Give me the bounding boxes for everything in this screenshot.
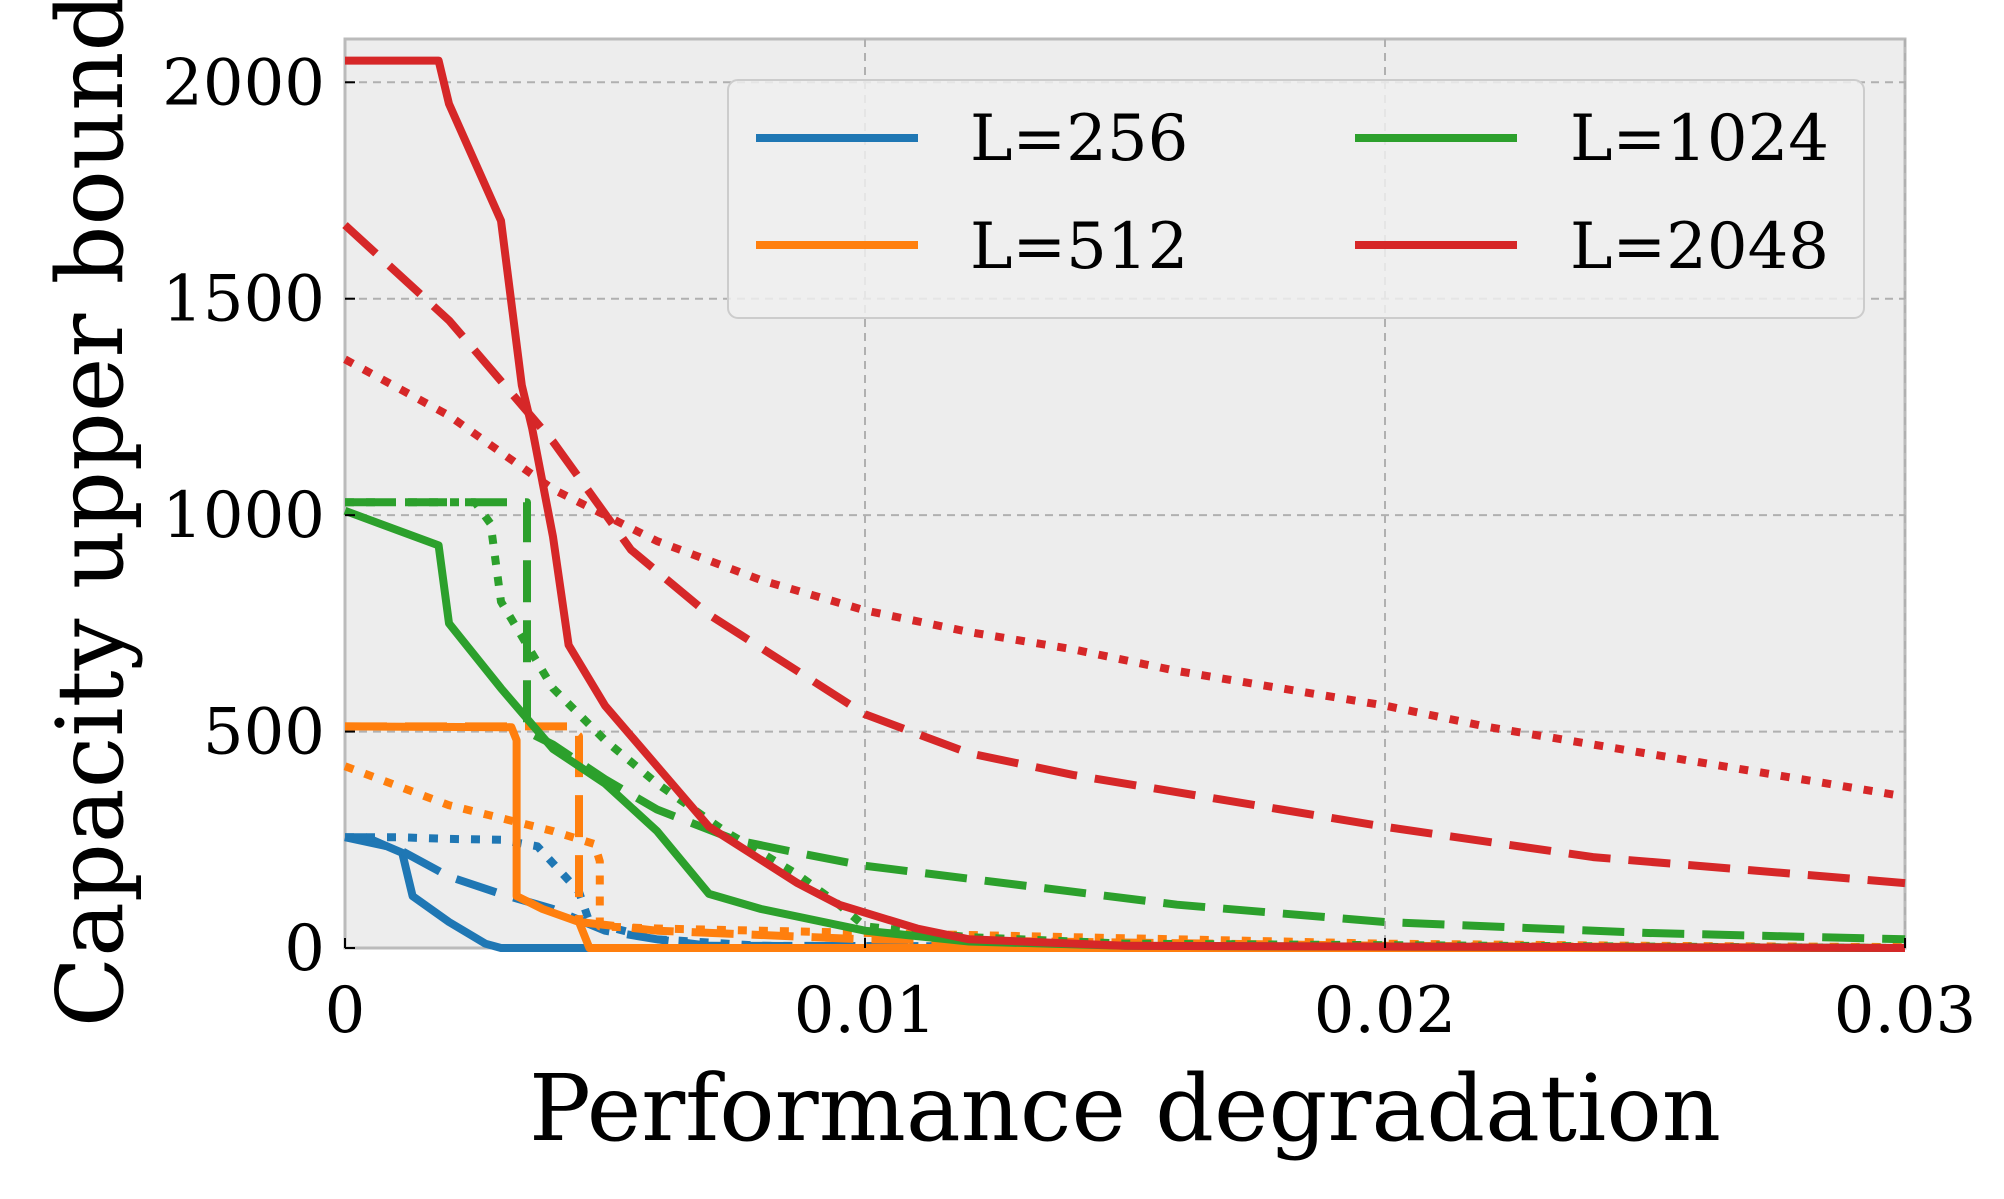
series-line-l256-dashed	[344, 833, 1906, 952]
series-layer	[342, 56, 1906, 952]
series-line-l2048-solid	[345, 56, 1906, 952]
x-axis-title: Performance degradation	[529, 1055, 1721, 1162]
legend-label-l1024: L=1024	[1570, 102, 1829, 176]
legend-label-l2048: L=2048	[1570, 210, 1829, 284]
x-tick-label: 0.02	[1314, 974, 1457, 1048]
legend-label-l256: L=256	[970, 102, 1188, 176]
x-tick-label: 0.01	[794, 974, 937, 1048]
x-tick-label: 0	[325, 974, 366, 1048]
legend: L=256 L=512 L=1024 L=2048	[727, 79, 1865, 319]
x-tick-label: 0.03	[1834, 974, 1977, 1048]
series-line-l2048-dashed	[342, 222, 1906, 888]
legend-box	[727, 79, 1865, 319]
series-line-l1024-dashed	[345, 498, 1906, 944]
series-line-l512-dotted	[343, 762, 1906, 952]
y-tick-label: 0	[284, 912, 325, 986]
series-line-l512-solid	[344, 722, 1905, 952]
y-tick-label: 500	[203, 696, 325, 770]
axis-ticks: 0 0.01 0.02 0.03 0 500 1000 1500 2000	[162, 46, 1976, 1048]
y-tick-label: 1500	[162, 263, 325, 337]
y-axis-title: Capacity upper bound	[37, 0, 144, 1027]
y-tick-label: 2000	[162, 46, 325, 120]
y-tick-label: 1000	[162, 479, 325, 553]
series-line-l2048-dotted	[343, 355, 1906, 801]
legend-label-l512: L=512	[970, 210, 1188, 284]
